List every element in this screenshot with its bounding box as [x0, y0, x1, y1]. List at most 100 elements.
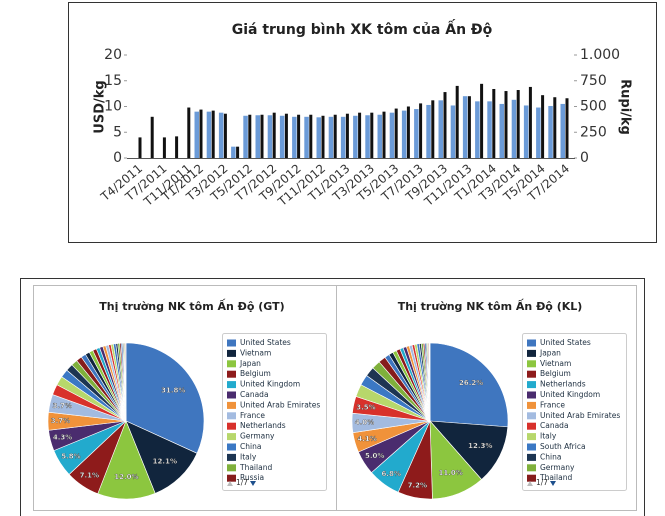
- data-label: 12.1%: [153, 458, 177, 466]
- legend-label: United Kingdom: [540, 390, 600, 399]
- legend-next[interactable]: [550, 481, 556, 486]
- bar: [279, 115, 285, 158]
- bar: [455, 85, 459, 158]
- data-label: 7.2%: [408, 481, 427, 489]
- legend-label: Canada: [540, 421, 569, 430]
- bar: [536, 107, 541, 158]
- bar: [358, 112, 362, 158]
- legend-swatch: [527, 412, 536, 420]
- bar: [419, 103, 423, 158]
- legend-swatch: [527, 391, 536, 399]
- bar: [528, 86, 532, 158]
- bar: [401, 110, 407, 158]
- y-tick-label: 15: [104, 73, 122, 89]
- legend-swatch: [227, 433, 236, 441]
- bar: [236, 146, 240, 158]
- legend-label: United Kingdom: [240, 380, 300, 389]
- bar: [292, 116, 297, 158]
- bar: [414, 109, 419, 158]
- legend-swatch: [227, 339, 236, 347]
- legend-swatch: [527, 453, 536, 461]
- legend-label: France: [540, 400, 565, 409]
- bar: [353, 115, 358, 158]
- pie-slice: [125, 420, 198, 494]
- data-label: 3.5%: [356, 403, 375, 411]
- bar: [297, 114, 301, 158]
- bar: [231, 146, 236, 158]
- legend-next[interactable]: [250, 481, 256, 486]
- bar: [462, 96, 468, 158]
- legend-label: Thailand: [539, 473, 572, 482]
- legend-label: United States: [240, 338, 291, 347]
- pie-title: Thị trường NK tôm Ấn Độ (GT): [99, 298, 284, 313]
- legend-label: Germany: [240, 432, 275, 441]
- bar: [382, 111, 386, 158]
- bar-chart-frame: [68, 2, 657, 243]
- legend-page: 1/7: [536, 478, 548, 487]
- legend-swatch: [227, 381, 236, 389]
- bar: [406, 106, 410, 158]
- bar: [345, 113, 349, 158]
- legend-label: South Africa: [540, 442, 586, 451]
- data-label: 4.0%: [355, 419, 374, 427]
- data-label: 4.1%: [357, 435, 376, 443]
- bar: [480, 83, 484, 158]
- legend-label: United Arab Emirates: [540, 411, 620, 420]
- legend-swatch: [527, 381, 536, 389]
- legend-swatch: [527, 433, 536, 441]
- y2-axis-label: Rupi/kg: [618, 79, 633, 135]
- legend-swatch: [227, 360, 236, 368]
- bar: [504, 91, 508, 158]
- data-label: 11.0%: [439, 469, 463, 477]
- legend-prev[interactable]: [227, 481, 233, 486]
- legend-swatch: [227, 443, 236, 451]
- legend-label: United States: [540, 338, 591, 347]
- bar: [211, 110, 215, 158]
- bar: [206, 111, 212, 158]
- pie-slice: [429, 342, 509, 428]
- legend-swatch: [527, 464, 536, 472]
- bar: [340, 116, 346, 158]
- legend-swatch: [527, 474, 536, 482]
- legend-label: United Arab Emirates: [240, 400, 320, 409]
- y2-tick-label: 0: [580, 150, 589, 166]
- legend-swatch: [527, 370, 536, 378]
- bar: [548, 105, 553, 158]
- bar: [467, 96, 471, 158]
- legend-swatch: [227, 464, 236, 472]
- bar: [138, 137, 142, 158]
- y-tick-label: 20: [104, 47, 122, 63]
- legend-label: Belgium: [240, 369, 271, 378]
- legend-swatch: [227, 412, 236, 420]
- bar: [223, 113, 227, 158]
- legend-label: Italy: [540, 432, 557, 441]
- legend-label: Belgium: [540, 369, 571, 378]
- y-tick-label: 10: [104, 99, 122, 115]
- bar: [304, 116, 309, 158]
- data-label: 12.0%: [114, 473, 138, 481]
- legend-label: Germany: [540, 463, 575, 472]
- bar: [450, 105, 456, 158]
- bar: [565, 98, 569, 158]
- bar: [516, 90, 520, 158]
- bar: [199, 109, 203, 158]
- bar: [309, 114, 313, 158]
- bar: [431, 100, 435, 158]
- bar: [394, 108, 398, 158]
- bar: [487, 101, 492, 158]
- bar: [560, 103, 565, 158]
- y2-tick-label: 500: [580, 99, 607, 115]
- bar: [194, 111, 199, 158]
- bar: [255, 115, 260, 158]
- data-label: 12.3%: [468, 442, 492, 450]
- legend-swatch: [227, 422, 236, 430]
- bar: [389, 112, 395, 158]
- legend-label: Vietnam: [240, 348, 271, 357]
- bar: [187, 107, 191, 158]
- data-label: 5.8%: [61, 452, 80, 460]
- bar: [426, 104, 431, 158]
- legend-prev[interactable]: [527, 481, 533, 486]
- bar: [267, 115, 273, 158]
- bar: [150, 116, 154, 158]
